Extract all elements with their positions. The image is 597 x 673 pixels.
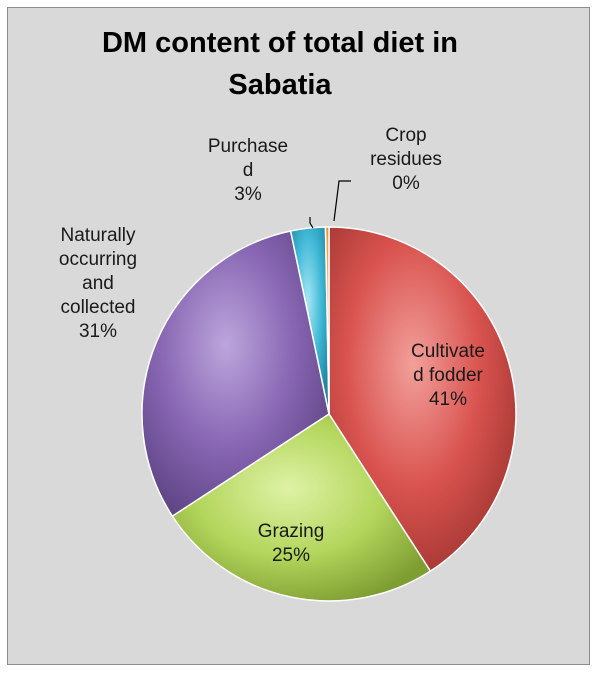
slice-label-line: d fodder bbox=[413, 365, 483, 386]
slice-data-label: Grazing 25% bbox=[258, 521, 325, 566]
label-leader-line bbox=[333, 180, 351, 222]
slice-label-line: Naturally bbox=[61, 225, 136, 246]
slice-label-line: Cultivate bbox=[411, 341, 485, 362]
chart-title-line-1: DM content of total diet in bbox=[102, 27, 458, 59]
pie-slice bbox=[171, 412, 432, 602]
slice-label-line: and bbox=[82, 273, 114, 294]
slice-percent: 31% bbox=[79, 321, 117, 342]
slice-label-line: residues bbox=[370, 149, 442, 170]
pie-chart: DM content of total diet in Sabatia Cult… bbox=[59, 27, 517, 602]
slice-label-line: Purchase bbox=[208, 136, 288, 157]
slice-data-label: Crop residues 0% bbox=[370, 125, 442, 194]
slice-data-label: Cultivate d fodder 41% bbox=[411, 341, 485, 410]
chart-title-line-2: Sabatia bbox=[228, 69, 332, 101]
slice-label-line: Grazing bbox=[258, 521, 325, 542]
slice-data-label: Purchase d 3% bbox=[208, 136, 288, 205]
slice-label-line: collected bbox=[61, 297, 136, 318]
slice-percent: 25% bbox=[272, 545, 310, 566]
slice-label-line: Crop bbox=[385, 125, 426, 146]
label-leader-line bbox=[309, 217, 314, 229]
slice-label-line: occurring bbox=[59, 249, 137, 270]
slice-percent: 41% bbox=[429, 389, 467, 410]
pie-slice bbox=[324, 226, 330, 415]
slice-percent: 0% bbox=[392, 173, 420, 194]
slice-label-line: d bbox=[243, 160, 254, 181]
slice-data-label: Naturally occurring and collected 31% bbox=[59, 225, 137, 342]
pie-slice bbox=[141, 230, 330, 518]
chart-area: DM content of total diet in Sabatia Cult… bbox=[7, 7, 590, 665]
slice-percent: 3% bbox=[234, 184, 262, 205]
